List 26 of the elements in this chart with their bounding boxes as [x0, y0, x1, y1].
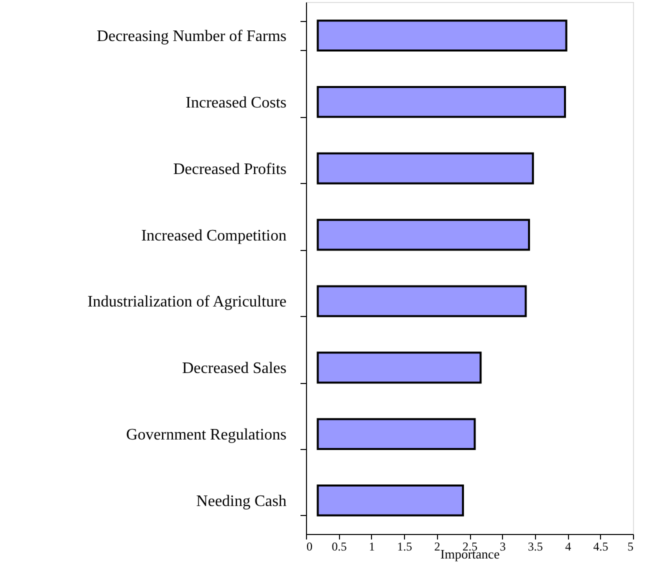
x-tick-label: 4: [565, 540, 572, 554]
bar: [316, 86, 566, 118]
bar: [316, 484, 464, 516]
bar: [316, 152, 534, 184]
y-tick-label: Government Regulations: [126, 426, 286, 444]
x-tick-label: 3.5: [528, 540, 543, 554]
y-tick-label: Industrialization of Agriculture: [87, 294, 286, 311]
bar: [316, 285, 527, 318]
x-tick-label: 4.5: [593, 540, 608, 554]
y-tick-label: Decreasing Number of Farms: [96, 28, 286, 46]
y-tick-label: Needing Cash: [196, 492, 286, 510]
y-tick-label: Decreased Profits: [173, 160, 286, 178]
x-tick-label: 0.5: [332, 540, 347, 554]
x-tick-label: 2: [434, 540, 440, 554]
x-tick-label: 0: [306, 540, 312, 554]
bar: [316, 352, 482, 384]
y-tick-label: Increased Costs: [186, 94, 286, 112]
bar: [316, 418, 476, 450]
y-tick-label: Increased Competition: [141, 227, 286, 244]
bar: [316, 218, 530, 251]
x-tick-label: 5: [628, 540, 634, 554]
bar: [316, 20, 568, 52]
y-tick-label: Decreased Sales: [182, 360, 286, 378]
x-tick-label: 1: [368, 540, 375, 554]
x-tick-label: 3: [500, 540, 506, 554]
x-tick-label: 1.5: [397, 540, 412, 554]
